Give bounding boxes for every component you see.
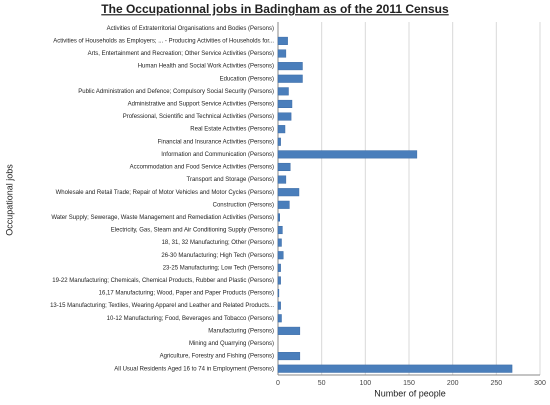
bar [277, 188, 300, 197]
x-tick-label: 0 [276, 380, 280, 387]
x-tick-label: 300 [534, 380, 546, 387]
x-tick-label: 100 [359, 380, 371, 387]
y-tick-label: Human Health and Social Work Activities … [138, 64, 274, 70]
y-tick-label: Professional, Scientific and Technical A… [123, 114, 274, 120]
y-tick-label: Real Estate Activities (Persons) [190, 127, 274, 133]
y-tick-label: Construction (Persons) [213, 202, 274, 208]
y-tick-label: Administrative and Support Service Activ… [128, 102, 274, 108]
bar [277, 125, 286, 134]
bar [277, 137, 281, 146]
chart-title: The Occupationnal jobs in Badingham as o… [101, 2, 449, 16]
y-tick-label: Transport and Storage (Persons) [187, 177, 275, 183]
y-tick-label: Mining and Quarrying (Persons) [189, 341, 274, 347]
bar [277, 314, 282, 323]
bar [277, 238, 282, 247]
bar [277, 326, 301, 335]
bar [277, 364, 513, 373]
y-tick-label: Agriculture, Forestry and Fishing (Perso… [160, 354, 274, 360]
y-tick-label: Public Administration and Defence; Compu… [78, 89, 274, 95]
bar [277, 87, 289, 96]
y-tick-label: Arts, Entertainment and Recreation; Othe… [88, 51, 274, 57]
bar [277, 289, 280, 298]
bar [277, 150, 418, 159]
bar [277, 175, 287, 184]
bar [277, 62, 303, 71]
bar [277, 301, 281, 310]
y-tick-label: Education (Persons) [220, 76, 274, 82]
x-tick-label: 200 [447, 380, 459, 387]
bar [277, 225, 283, 235]
y-tick-label: 26-30 Manufacturing; High Tech (Persons) [161, 253, 274, 259]
y-axis-label: Occupational jobs [4, 164, 14, 236]
y-tick-label: 10-12 Manufacturing; Food, Beverages and… [107, 316, 274, 322]
x-tick-label: 150 [403, 380, 415, 387]
bar [277, 263, 281, 272]
y-tick-label: Water Supply; Sewerage, Waste Management… [51, 215, 274, 221]
y-tick-label: Wholesale and Retail Trade; Repair of Mo… [56, 190, 274, 196]
y-tick-label: Financial and Insurance Activities (Pers… [158, 139, 274, 145]
x-tick-label: 50 [318, 380, 326, 387]
bar [277, 352, 301, 361]
y-tick-label: Electricity, Gas, Steam and Air Conditio… [111, 228, 274, 234]
bar [277, 213, 280, 222]
bar [277, 36, 288, 45]
y-tick-label: Activities of Extraterritorial Organisat… [107, 26, 274, 32]
y-tick-label: Manufacturing (Persons) [208, 328, 274, 334]
y-tick-label: 23-25 Manufacturing; Low Tech (Persons) [163, 265, 274, 271]
y-tick-label: 16,17 Manufacturing; Wood, Paper and Pap… [99, 291, 274, 297]
bar [277, 112, 292, 121]
y-tick-label: All Usual Residents Aged 16 to 74 in Emp… [114, 366, 274, 372]
y-tick-label: 13-15 Manufacturing; Textiles, Wearing A… [50, 303, 274, 309]
y-tick-label: 19-22 Manufacturing; Chemicals, Chemical… [52, 278, 274, 284]
y-tick-label: Accommodation and Food Service Activitie… [130, 165, 274, 171]
bar [277, 276, 281, 285]
bar [277, 251, 284, 260]
bar [277, 99, 293, 108]
y-tick-label: Information and Communication (Persons) [161, 152, 274, 158]
x-tick-label: 250 [490, 380, 502, 387]
bar [277, 49, 287, 58]
y-tick-label: 18, 31, 32 Manufacturing; Other (Persons… [162, 240, 274, 246]
bar [277, 74, 303, 83]
y-tick-label: Activities of Households as Employers; .… [53, 38, 274, 44]
x-axis-label: Number of people [374, 388, 446, 398]
bar [277, 162, 291, 172]
bar [277, 200, 290, 209]
